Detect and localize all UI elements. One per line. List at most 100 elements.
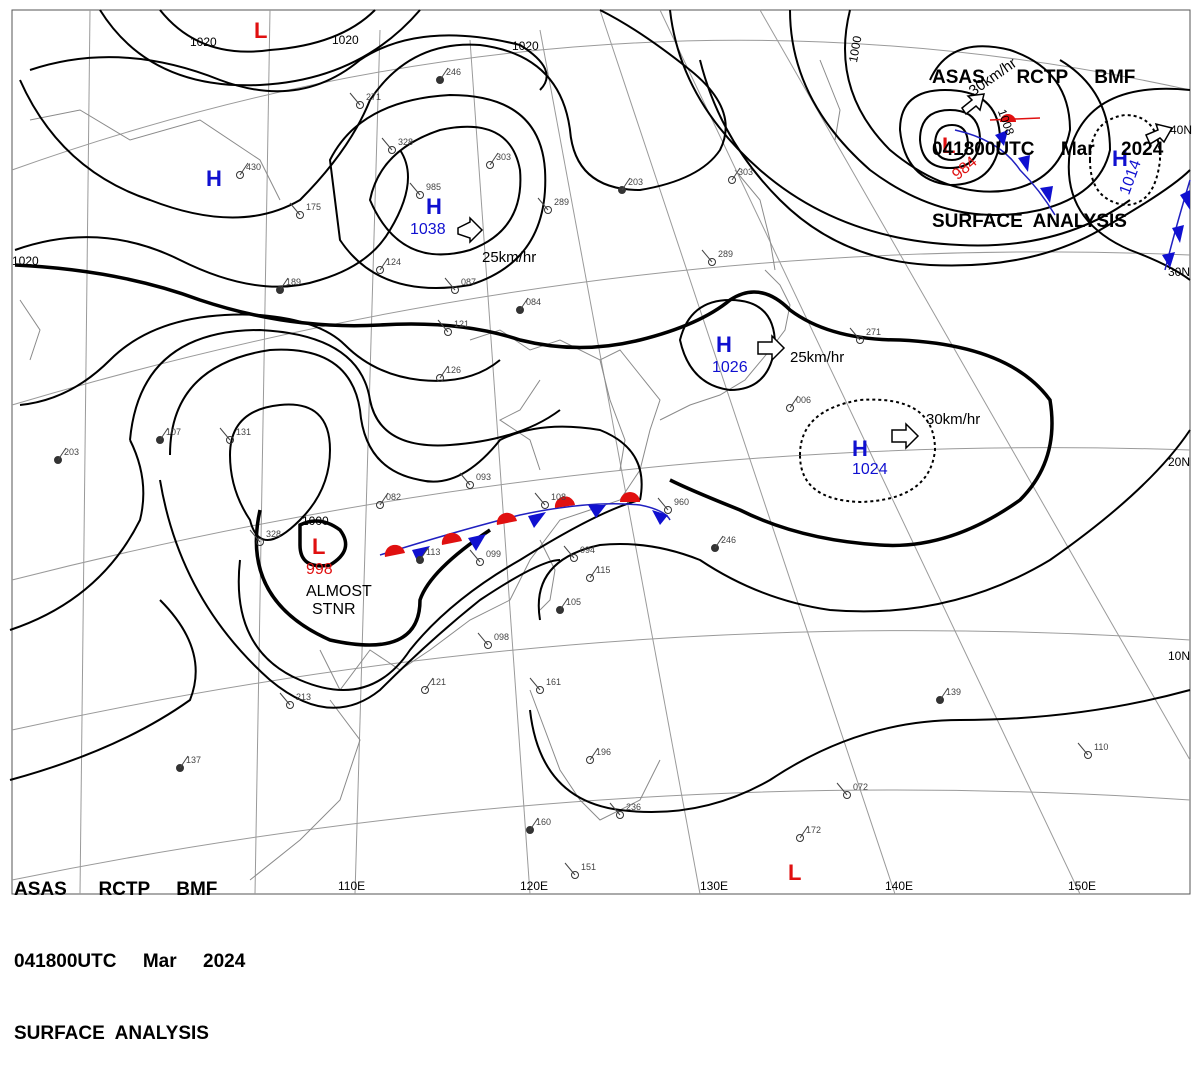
station-pressure: 124: [386, 257, 401, 267]
svg-text:998: 998: [306, 561, 333, 578]
wind-barb: [529, 677, 541, 691]
wind-barb: [657, 497, 669, 511]
station-marker: [436, 374, 444, 382]
wind-barb: [439, 67, 449, 81]
station-pressure: 098: [494, 632, 509, 642]
station-pressure: 126: [446, 365, 461, 375]
wind-barb: [564, 862, 576, 876]
movement-arrows: [457, 93, 1174, 450]
station-marker: [296, 211, 304, 219]
wind-barb: [731, 167, 741, 181]
pressure-center-l-sw: L 998 ALMOST STNR: [306, 534, 372, 618]
wind-barb: [621, 177, 631, 191]
wind-barb: [939, 687, 949, 701]
isobars: [9, 9, 1191, 813]
wind-barb: [437, 319, 449, 333]
header-line-1: ASAS RCTP BMF: [14, 879, 218, 900]
wind-barb: [279, 692, 291, 706]
station-pressure: 189: [286, 277, 301, 287]
wind-barb: [1077, 742, 1089, 756]
longitude-label: 140E: [885, 879, 913, 893]
station-pressure: 072: [853, 782, 868, 792]
station-marker: [708, 258, 716, 266]
wind-barb: [529, 817, 539, 831]
station-pressure: 303: [496, 152, 511, 162]
station-pressure: 271: [866, 327, 881, 337]
station-pressure: 151: [581, 862, 596, 872]
station-pressure: 131: [236, 427, 251, 437]
station-marker: [451, 286, 459, 294]
header-line-3: SURFACE ANALYSIS: [932, 211, 1127, 232]
stationary-front: [379, 492, 671, 563]
station-marker: [570, 554, 578, 562]
wind-barb: [424, 677, 434, 691]
pressure-center-h-japan: H 1026 25km/hr: [712, 332, 844, 376]
station-pressure: 115: [596, 565, 610, 575]
station-pressure: 985: [426, 182, 441, 192]
station-pressure: 082: [386, 492, 401, 502]
wind-barb: [836, 782, 848, 796]
low-symbol: L: [312, 534, 325, 559]
station-marker: [586, 574, 594, 582]
station-marker: [376, 266, 384, 274]
station-marker: [536, 686, 544, 694]
wind-barb: [379, 257, 389, 271]
station-pressure: 430: [246, 162, 261, 172]
station-pressure: 236: [626, 802, 641, 812]
station-marker: [544, 206, 552, 214]
pressure-center-h-pacific: H 1024 30km/hr: [852, 411, 980, 478]
station-pressure: 121: [431, 677, 446, 687]
header-line-3: SURFACE ANALYSIS: [14, 1023, 209, 1044]
station-marker: [376, 501, 384, 509]
movement-speed: 25km/hr: [790, 349, 844, 366]
pressure-center-h-west: H: [206, 166, 222, 191]
wind-barb: [179, 755, 189, 769]
station-pressure: 160: [536, 817, 551, 827]
surface-analysis-map: 246 271 303 289 203 328 430 175 189 985 124 087 084 1…: [9, 9, 1193, 895]
station-marker: [728, 176, 736, 184]
station-plots: 246 271 303 289 203 328 430 175 189 985 124 087 084 1…: [54, 67, 1108, 879]
movement-speed: 30km/hr: [926, 411, 980, 428]
station-pressure: 084: [526, 297, 541, 307]
isobar-label: 1020: [332, 33, 359, 47]
station-marker: [486, 161, 494, 169]
wind-barb: [289, 202, 301, 216]
station-pressure: 006: [796, 395, 811, 405]
wind-barb: [419, 547, 429, 561]
station-marker: [421, 686, 429, 694]
station-marker: [796, 834, 804, 842]
station-pressure: 121: [454, 319, 469, 329]
station-pressure: 289: [554, 197, 569, 207]
wind-barb: [799, 825, 809, 839]
wind-barb: [249, 529, 261, 543]
wind-barb: [537, 197, 549, 211]
station-marker: [356, 101, 364, 109]
header-line-2: 041800UTC Mar 2024: [14, 951, 246, 972]
graticule: [11, 9, 1191, 895]
station-pressure: 213: [296, 692, 311, 702]
station-pressure: 246: [721, 535, 736, 545]
high-symbol: H: [1112, 146, 1128, 171]
high-symbol: H: [206, 166, 222, 191]
station-pressure: 328: [266, 529, 281, 539]
movement-speed: 25km/hr: [482, 249, 536, 266]
station-pressure: 289: [718, 249, 733, 259]
wind-barb: [459, 472, 471, 486]
station-marker: [856, 336, 864, 344]
wind-barb: [57, 447, 67, 461]
station-pressure: 105: [566, 597, 581, 607]
svg-text:1024: 1024: [852, 461, 888, 478]
longitude-label: 130E: [700, 879, 728, 893]
high-symbol: H: [426, 194, 442, 219]
station-pressure: 303: [738, 167, 753, 177]
high-symbol: H: [852, 436, 868, 461]
station-pressure: 094: [580, 545, 595, 555]
station-marker: [484, 641, 492, 649]
map-header-top: ASAS RCTP BMF 041800UTC Mar 2024 SURFACE…: [932, 18, 1163, 258]
station-pressure: 960: [674, 497, 689, 507]
station-pressure: 203: [64, 447, 79, 457]
wind-barb: [349, 92, 361, 106]
header-line-1: ASAS RCTP BMF: [932, 67, 1136, 88]
station-pressure: 246: [446, 67, 461, 77]
station-marker: [466, 481, 474, 489]
